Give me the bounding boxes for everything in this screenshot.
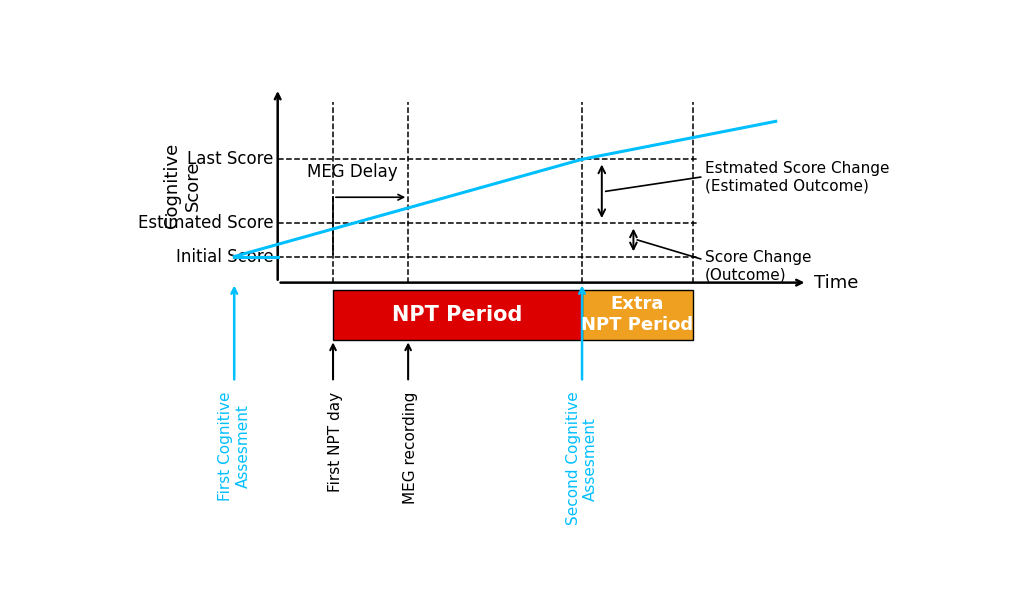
Text: Score Change
(Outcome): Score Change (Outcome) [704, 250, 810, 282]
Text: MEG Delay: MEG Delay [307, 163, 397, 180]
Text: Estimated Score: Estimated Score [138, 214, 273, 232]
Text: Last Score: Last Score [187, 150, 273, 168]
Bar [333, 290, 582, 339]
Text: Estmated Score Change
(Estimated Outcome): Estmated Score Change (Estimated Outcome… [704, 161, 889, 193]
Text: Extra
NPT Period: Extra NPT Period [581, 295, 693, 334]
Text: First NPT day: First NPT day [327, 392, 342, 492]
Text: NPT Period: NPT Period [392, 305, 522, 325]
Text: MEG recording: MEG recording [403, 392, 418, 504]
Text: First Cognitive
Assesment: First Cognitive Assesment [218, 392, 251, 501]
Text: Second Cognitive
Assesment: Second Cognitive Assesment [566, 392, 598, 525]
Text: Time: Time [813, 274, 857, 291]
Text: Initial Score: Initial Score [176, 248, 273, 265]
Text: Cognitive
Score: Cognitive Score [163, 143, 202, 228]
Bar [582, 290, 692, 339]
